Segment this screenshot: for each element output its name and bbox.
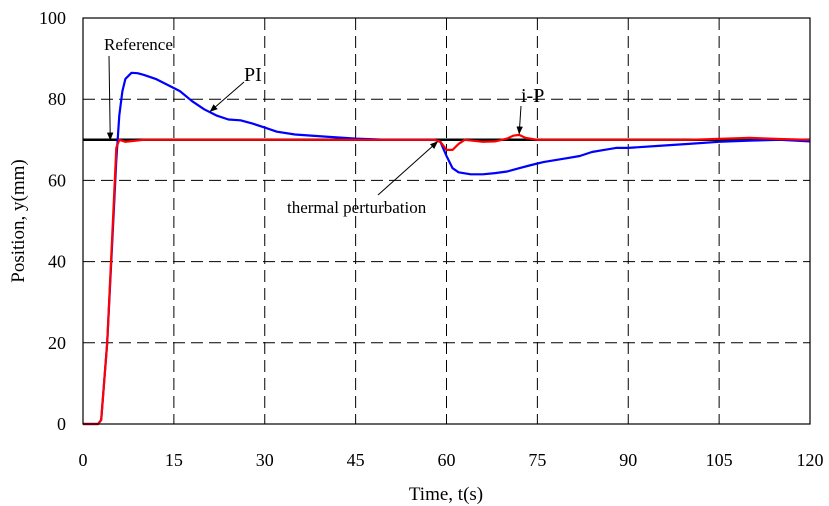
x-tick-label: 0 <box>79 450 88 470</box>
x-tick-label: 30 <box>256 450 274 470</box>
x-tick-label: 60 <box>438 450 456 470</box>
annotation-pi: PI <box>244 64 262 86</box>
y-tick-label: 40 <box>48 252 66 272</box>
y-tick-label: 20 <box>48 333 66 353</box>
y-tick-label: 60 <box>48 170 66 190</box>
series-line-i-p <box>83 133 811 426</box>
x-tick-label: 15 <box>165 450 183 470</box>
annotations: Reference PI i-P thermal perturbation <box>104 35 544 217</box>
grid-lines <box>83 18 810 424</box>
y-tick-label: 0 <box>57 414 66 434</box>
y-tick-label: 100 <box>39 8 66 28</box>
annotation-reference-arrow <box>106 55 114 141</box>
plot-border <box>82 17 811 425</box>
y-axis-title: Position, y(mm) <box>8 159 29 283</box>
annotation-ip: i-P <box>521 85 544 107</box>
x-tick-label: 105 <box>706 450 733 470</box>
annotation-thermal-perturbation-arrow <box>377 141 439 196</box>
series-layer <box>83 71 811 426</box>
x-axis-title: Time, t(s) <box>409 484 483 505</box>
x-tick-labels: 0 15 30 45 60 75 90 105 120 <box>79 450 824 470</box>
y-tick-labels: 0 20 40 60 80 100 <box>39 8 66 434</box>
x-tick-label: 120 <box>797 450 824 470</box>
x-tick-label: 90 <box>619 450 637 470</box>
x-tick-label: 45 <box>347 450 365 470</box>
annotation-pi-arrow <box>209 81 245 112</box>
x-tick-label: 75 <box>528 450 546 470</box>
annotation-reference: Reference <box>104 35 173 54</box>
y-tick-label: 80 <box>48 89 66 109</box>
annotation-ip-arrow <box>516 105 523 135</box>
annotation-thermal-perturbation: thermal perturbation <box>287 198 427 217</box>
